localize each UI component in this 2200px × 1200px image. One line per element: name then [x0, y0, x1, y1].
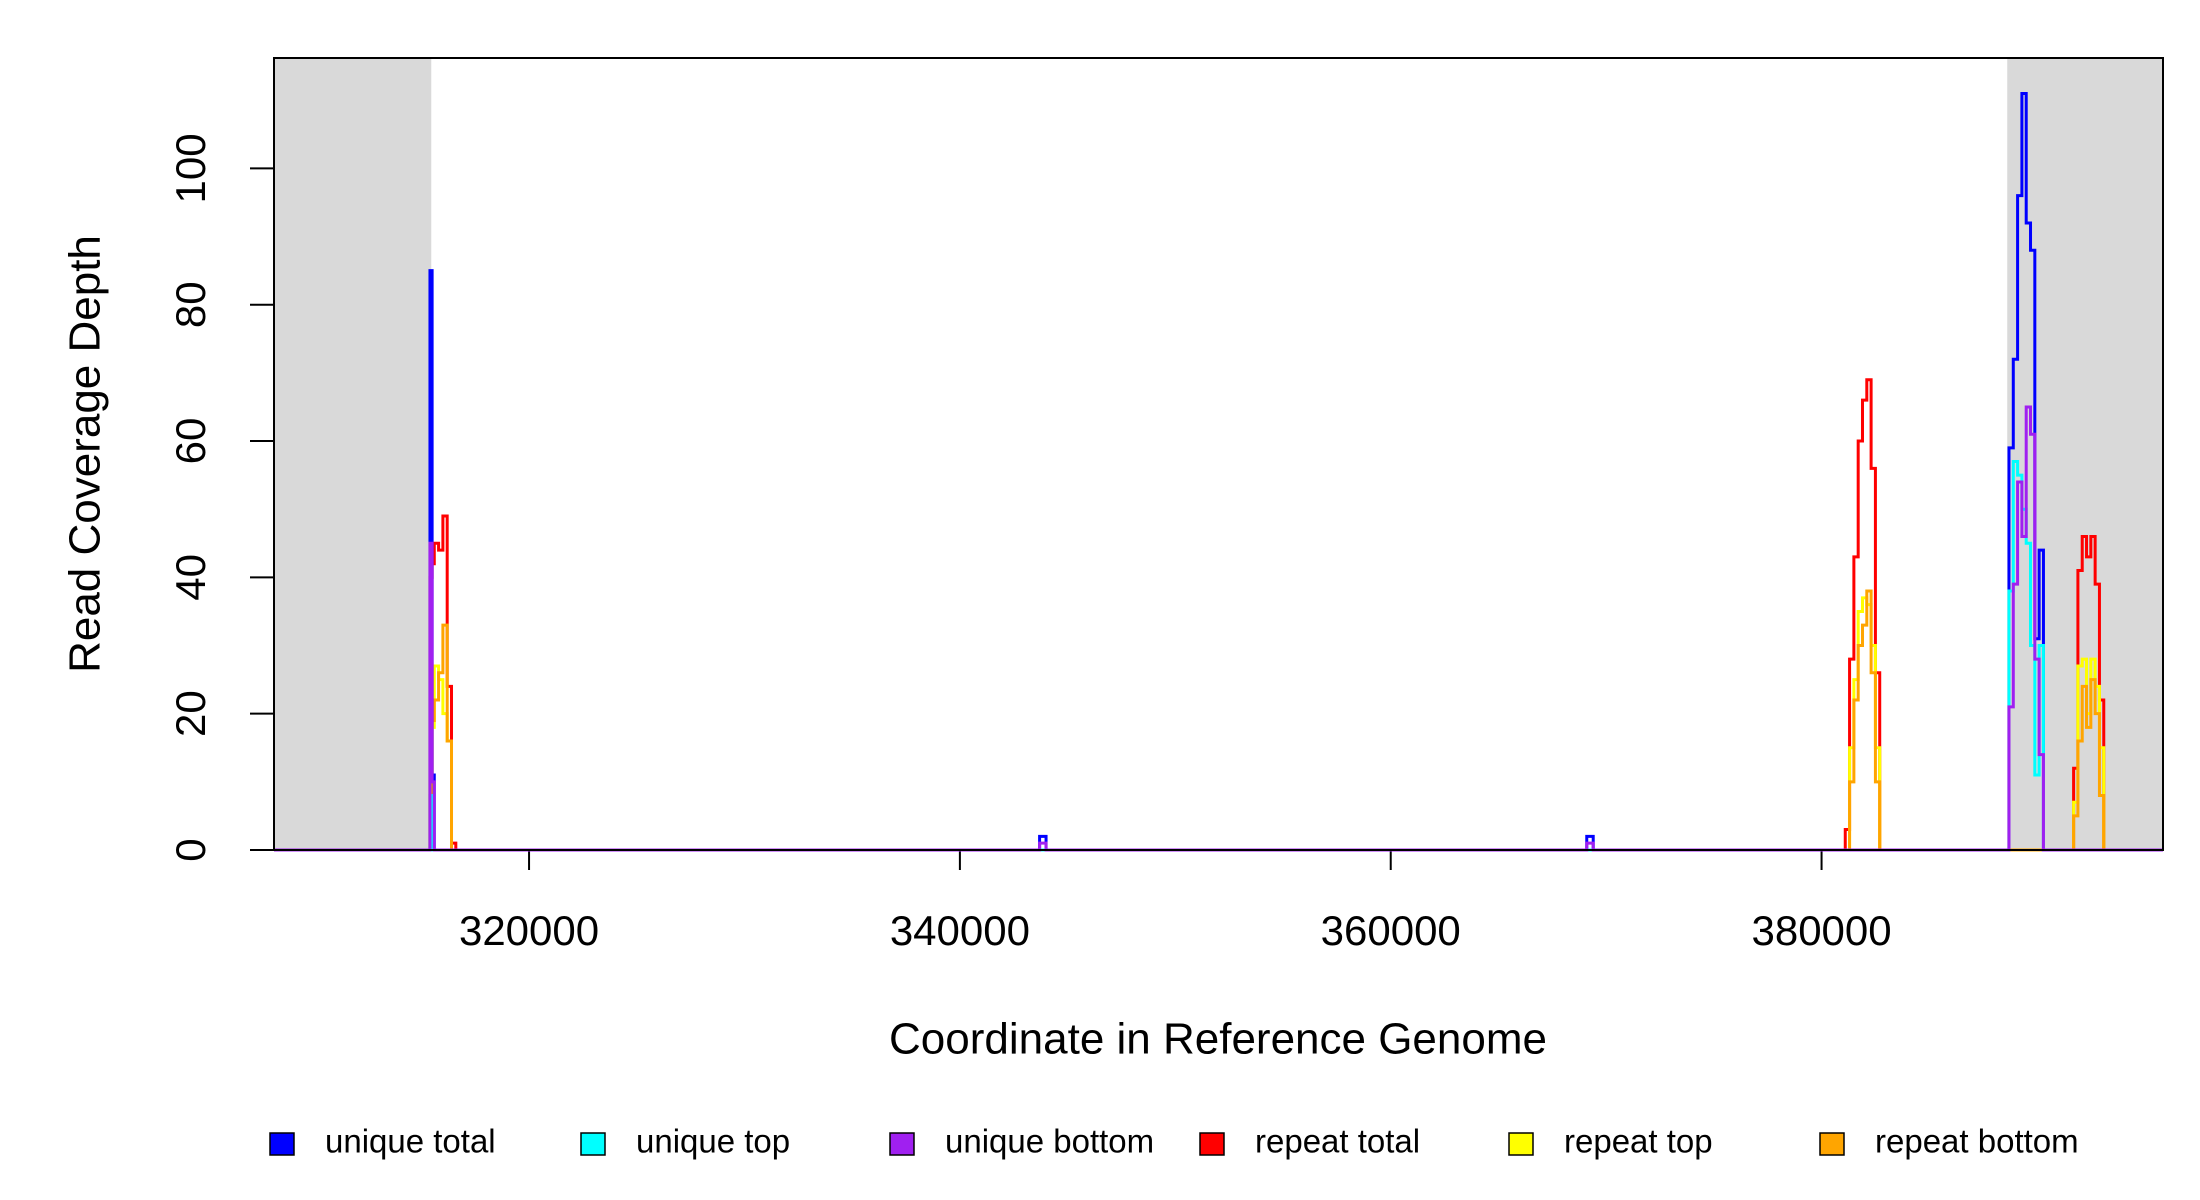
legend-label: repeat bottom: [1875, 1123, 2079, 1160]
y-axis-title: Read Coverage Depth: [61, 235, 110, 673]
x-tick-label: 340000: [890, 907, 1030, 954]
x-tick-label: 360000: [1321, 907, 1461, 954]
legend-swatch: [269, 1132, 295, 1156]
shaded-region: [274, 58, 432, 850]
y-tick-label: 100: [167, 133, 214, 203]
legend-label: unique total: [325, 1123, 496, 1160]
legend-swatch: [889, 1132, 915, 1156]
y-tick-label: 80: [167, 281, 214, 328]
x-tick-label: 320000: [459, 907, 599, 954]
y-tick-label: 40: [167, 554, 214, 601]
coverage-line: [274, 378, 2163, 852]
legend-swatch: [580, 1132, 606, 1156]
shaded-region: [2007, 58, 2163, 850]
legend-label: unique top: [636, 1123, 790, 1160]
legend-swatch: [1199, 1132, 1225, 1156]
legend-label: unique bottom: [945, 1123, 1154, 1160]
legend-swatch: [1819, 1132, 1845, 1156]
x-tick-label: 380000: [1751, 907, 1891, 954]
x-axis-title: Coordinate in Reference Genome: [889, 1015, 1547, 1064]
y-tick-label: 0: [167, 838, 214, 861]
plot-frame: [273, 57, 2164, 851]
y-tick-label: 20: [167, 690, 214, 737]
legend-swatch: [1508, 1132, 1534, 1156]
legend-label: repeat top: [1564, 1123, 1713, 1160]
coverage-line: [274, 589, 2163, 852]
legend-label: repeat total: [1255, 1123, 1420, 1160]
y-tick-label: 60: [167, 418, 214, 465]
